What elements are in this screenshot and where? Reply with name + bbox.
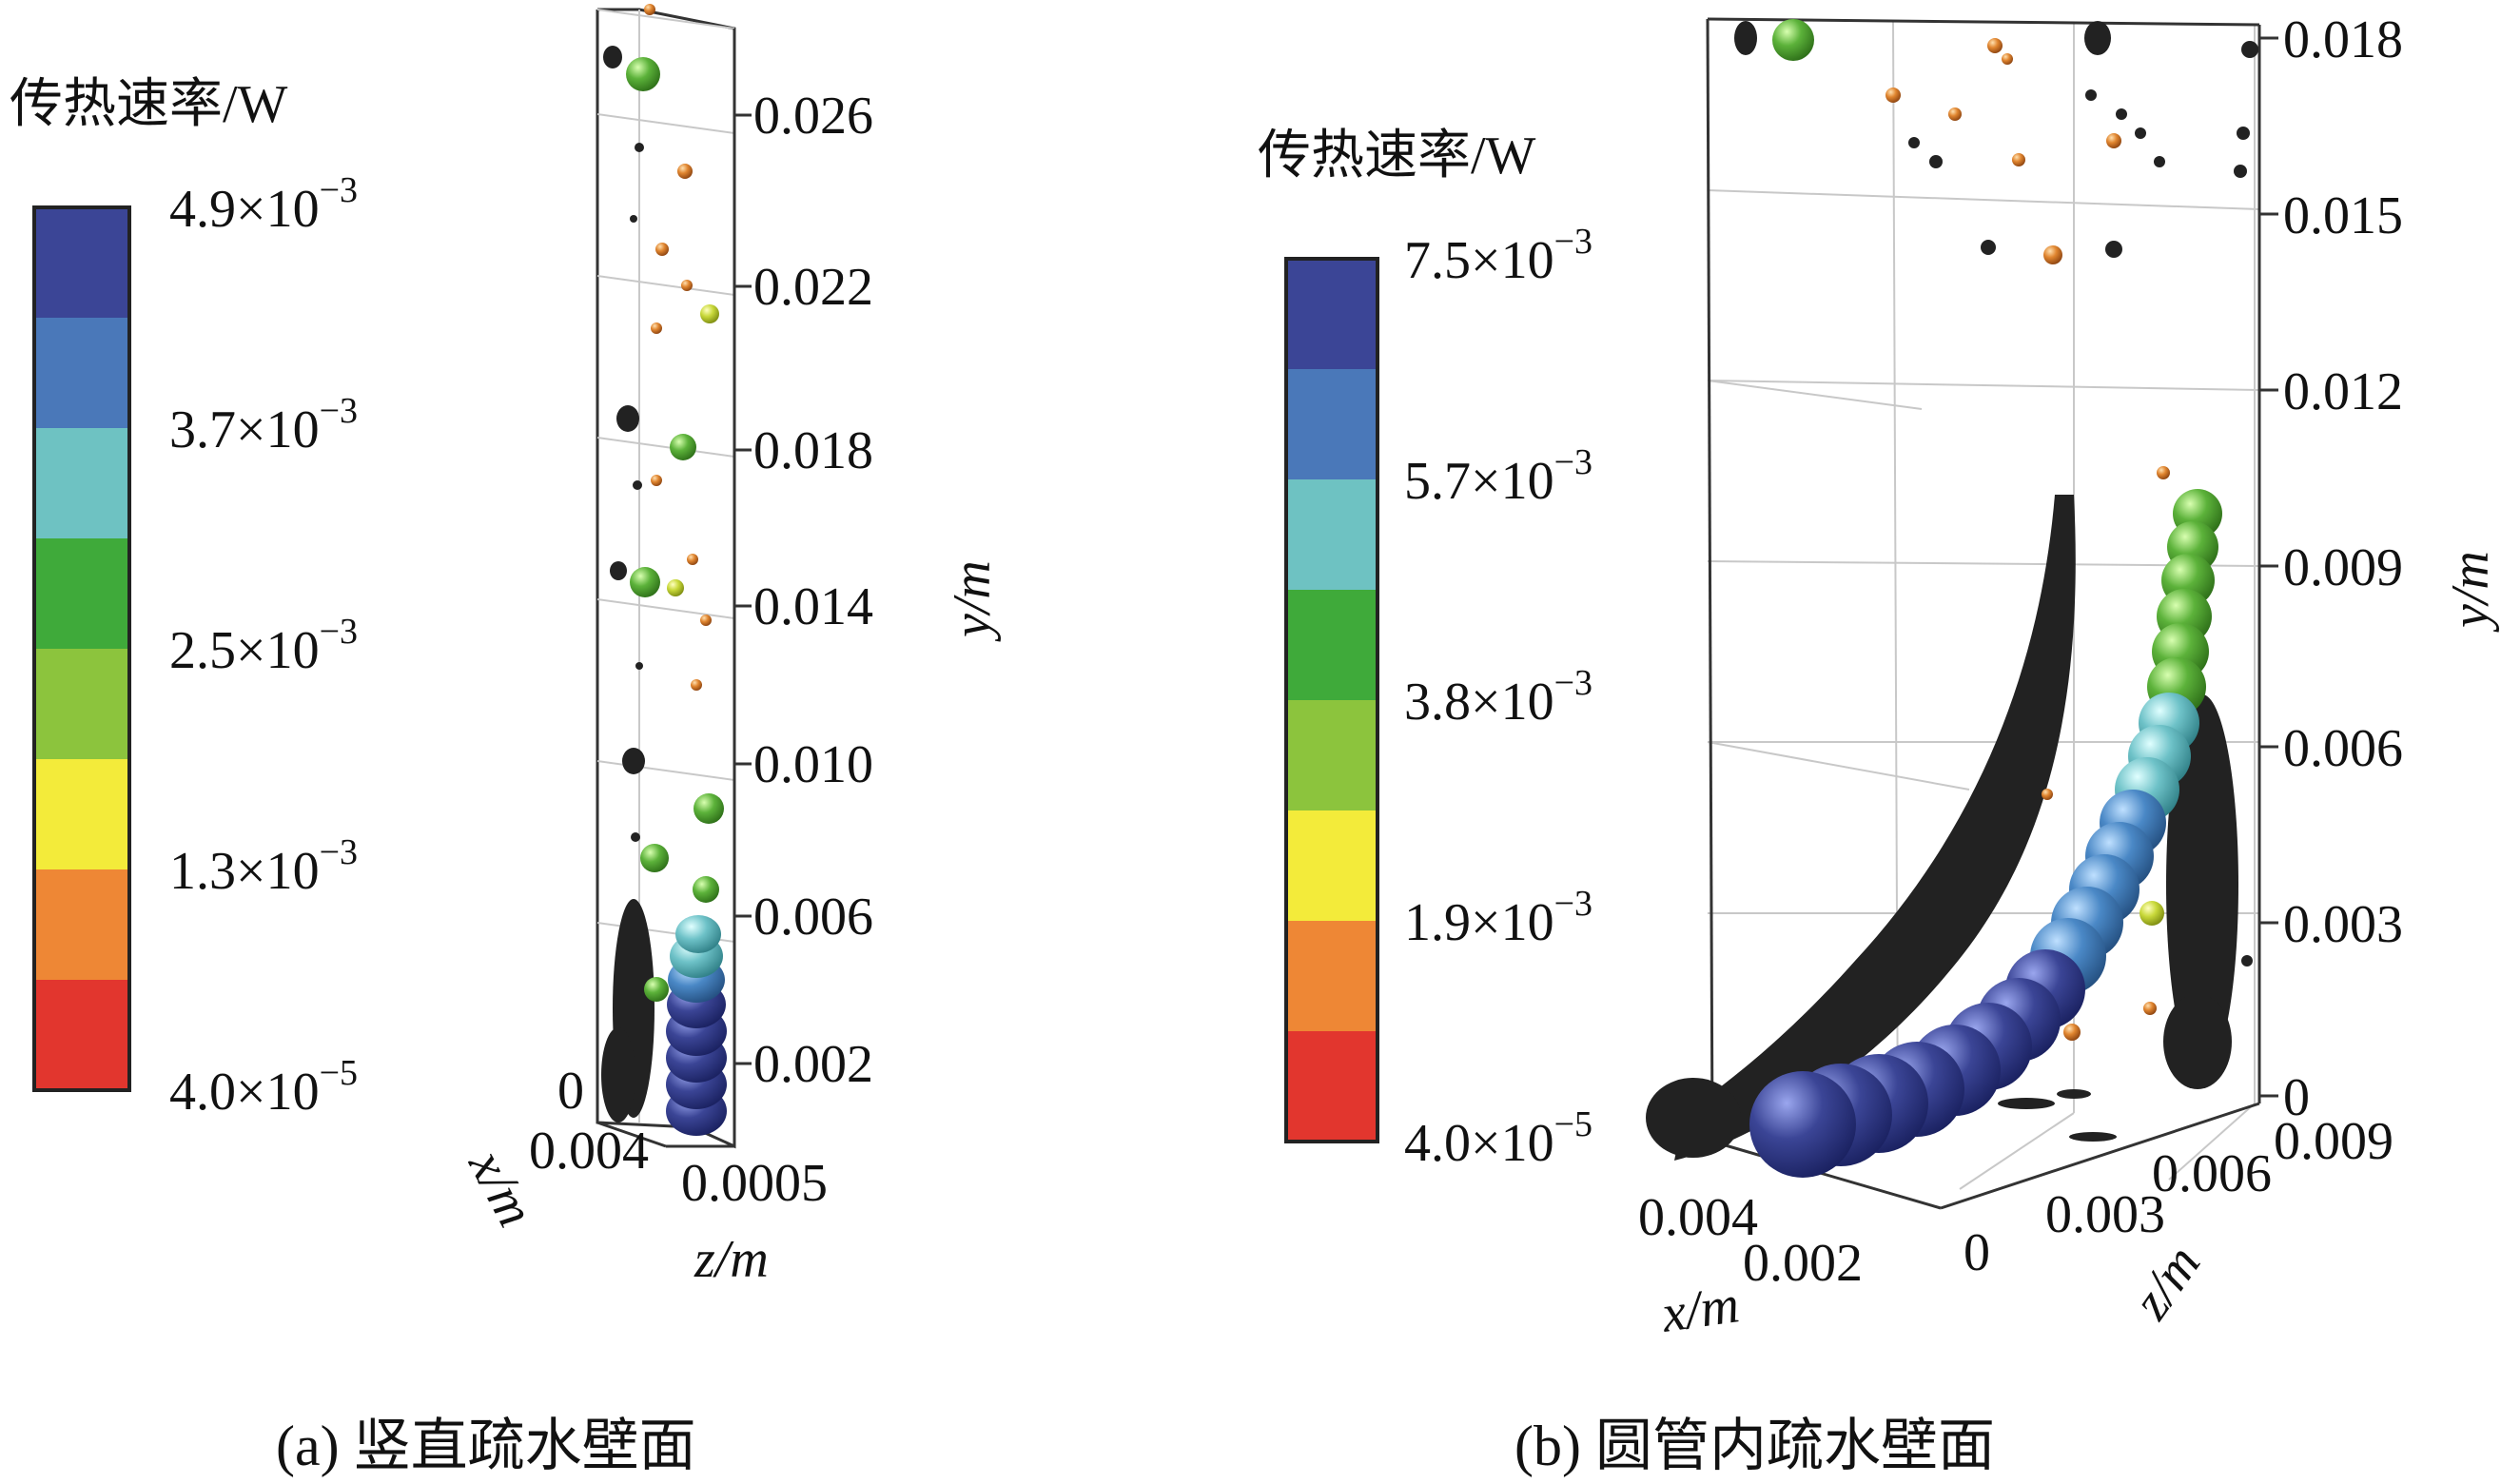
panel-a-z-tick-0: 0.0005 [681, 1154, 828, 1213]
panel-b-z-tick-0: 0 [1964, 1223, 1990, 1282]
panel-b-colorbar-seg-3 [1286, 590, 1378, 700]
panel-a-colorbar-border [32, 205, 131, 1092]
panel-b-colorbar-border [1284, 257, 1379, 1143]
panel-b-colorbar-seg-5 [1286, 810, 1378, 921]
panel-a-z-label: z/m [694, 1230, 769, 1289]
panel-a: 传热速率/W 4.9×10−3 3.7×10−3 2.5×10−3 1.3×10… [10, 4, 1002, 1477]
panel-b-y-tick-3: 0.009 [2283, 538, 2403, 597]
panel-a-colorbar [32, 205, 131, 1092]
panel-b-y-tick-4: 0.006 [2283, 719, 2403, 778]
panel-a-y-tick-6: 0.002 [753, 1035, 873, 1094]
panel-b: 传热速率/W 7.5×10−3 5.7×10−3 3.8×10−3 1.9×10… [1258, 10, 2500, 1477]
panel-a-colorbar-title: 传热速率/W [10, 75, 288, 134]
panel-b-colorbar-seg-0 [1286, 259, 1378, 369]
panel-b-y-tick-5: 0.003 [2283, 895, 2403, 954]
panel-a-y-tick-5: 0.006 [753, 888, 873, 947]
panel-b-colorbar-seg-2 [1286, 479, 1378, 590]
panel-b-colorbar-tick-1: 5.7×10−3 [1404, 442, 1592, 511]
panel-a-colorbar-seg-2 [34, 428, 129, 538]
panel-b-z-tick-3: 0.009 [2274, 1112, 2394, 1171]
panel-b-colorbar [1284, 257, 1379, 1143]
panel-b-colorbar-title: 传热速率/W [1258, 127, 1536, 186]
panel-b-y-tick-2: 0.012 [2283, 362, 2403, 421]
panel-b-x-tick-0: 0.004 [1638, 1188, 1758, 1247]
panel-a-y-label: y/m [943, 560, 1002, 642]
panel-b-z-tick-1: 0.003 [2045, 1185, 2165, 1244]
panel-a-colorbar-seg-5 [34, 759, 129, 869]
panel-b-x-tick-1: 0.002 [1743, 1234, 1863, 1293]
panel-b-caption: (b) 圆管内疏水壁面 [1514, 1415, 1995, 1477]
panel-a-y-tick-2: 0.018 [753, 421, 873, 480]
panel-a-colorbar-tick-0: 4.9×10−3 [169, 170, 358, 239]
panel-b-z-label: z/m [2120, 1235, 2212, 1330]
panel-a-colorbar-tick-2: 2.5×10−3 [169, 612, 358, 680]
panel-b-colorbar-tick-3: 1.9×10−3 [1404, 884, 1592, 952]
panel-a-colorbar-seg-4 [34, 649, 129, 759]
panel-a-x-tick-0: 0 [557, 1062, 584, 1121]
panel-b-colorbar-seg-6 [1286, 921, 1378, 1031]
panel-b-droplets [1749, 19, 2222, 1178]
panel-b-y-tick-1: 0.015 [2283, 186, 2403, 245]
panel-a-colorbar-seg-0 [34, 207, 129, 318]
panel-b-colorbar-seg-7 [1286, 1031, 1378, 1142]
panel-a-y-tick-4: 0.010 [753, 735, 873, 794]
panel-a-x-tick-1: 0.004 [529, 1122, 649, 1181]
panel-b-colorbar-tick-4: 4.0×10−5 [1404, 1104, 1592, 1173]
panel-b-colorbar-tick-0: 7.5×10−3 [1404, 222, 1592, 290]
panel-a-y-tick-3: 0.014 [753, 577, 873, 636]
panel-a-shadow-drops [601, 46, 655, 1123]
panel-b-colorbar-seg-4 [1286, 700, 1378, 810]
panel-b-z-tick-2: 0.006 [2152, 1144, 2272, 1203]
panel-a-colorbar-tick-4: 4.0×10−5 [169, 1053, 358, 1122]
panel-b-shadow-drops [1646, 21, 2258, 1161]
panel-b-y-label: y/m [2441, 551, 2500, 633]
panel-a-colorbar-seg-3 [34, 538, 129, 649]
panel-b-colorbar-seg-1 [1286, 369, 1378, 479]
panel-a-colorbar-seg-7 [34, 980, 129, 1090]
panel-a-caption: (a) 竖直疏水壁面 [276, 1415, 696, 1477]
panel-a-colorbar-tick-3: 1.3×10−3 [169, 832, 358, 901]
panel-b-x-label: x/m [1657, 1275, 1743, 1344]
panel-a-colorbar-seg-1 [34, 318, 129, 428]
panel-a-droplets [626, 4, 727, 1136]
panel-a-y-tick-1: 0.022 [753, 258, 873, 317]
panel-a-y-tick-0: 0.026 [753, 87, 873, 146]
panel-a-colorbar-seg-6 [34, 869, 129, 980]
panel-b-y-tick-0: 0.018 [2283, 10, 2403, 69]
panel-b-colorbar-tick-2: 3.8×10−3 [1404, 663, 1592, 732]
panel-b-y-tick-6: 0 [2283, 1068, 2310, 1127]
panel-a-colorbar-tick-1: 3.7×10−3 [169, 391, 358, 459]
